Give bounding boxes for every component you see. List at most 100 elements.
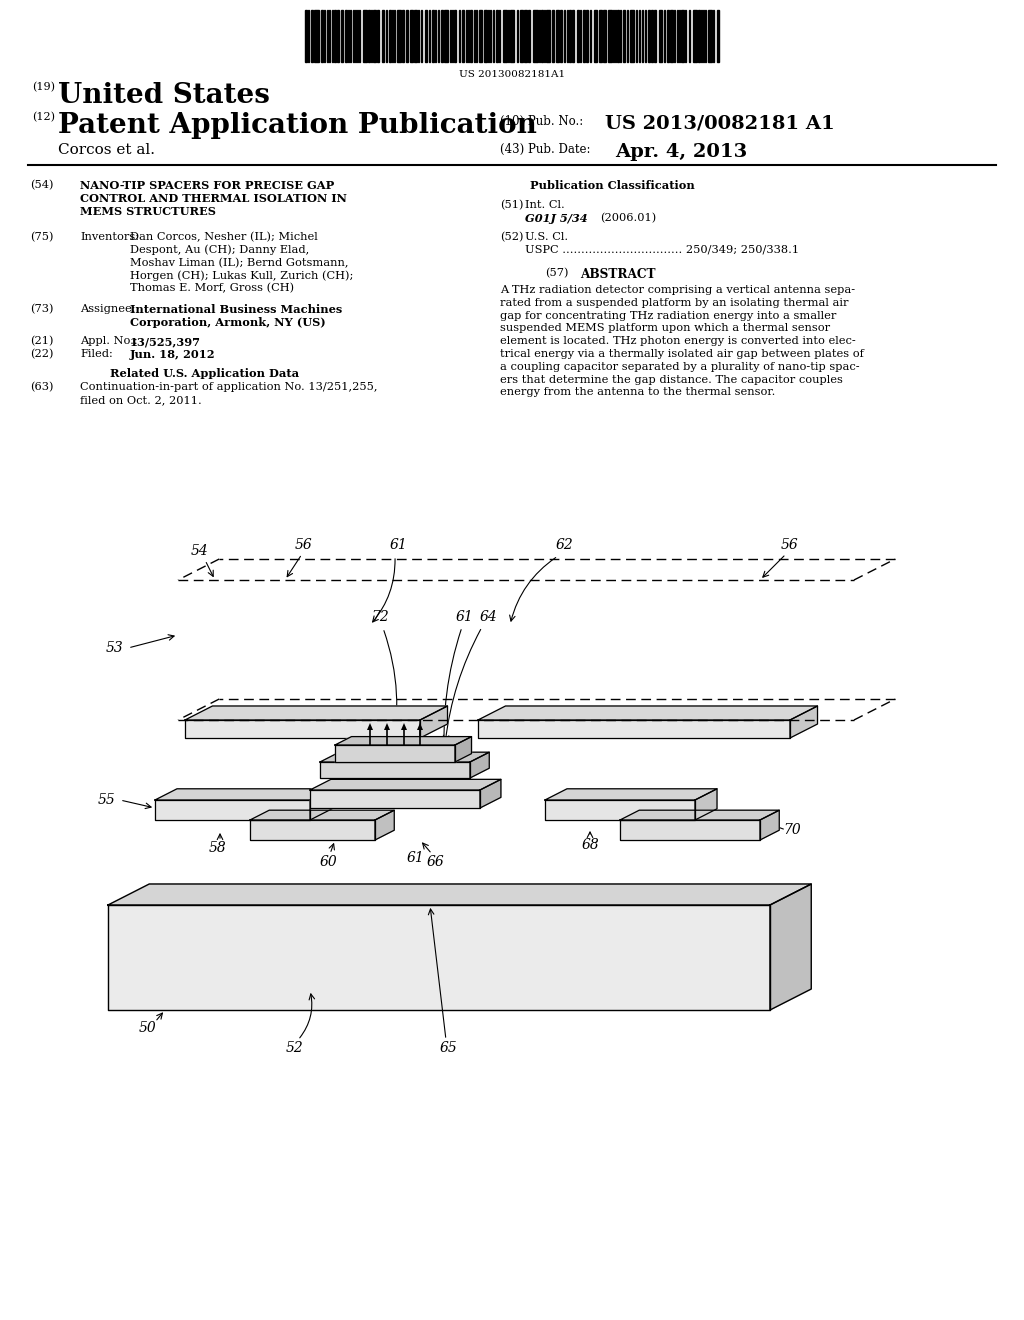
Polygon shape (185, 706, 447, 719)
Bar (630, 11, 634, 62)
Bar (594, 11, 597, 62)
Text: (2006.01): (2006.01) (600, 213, 656, 223)
Polygon shape (401, 723, 407, 730)
Text: 72: 72 (371, 610, 389, 624)
Text: Corporation, Armonk, NY (US): Corporation, Armonk, NY (US) (130, 317, 326, 327)
Bar (334, 11, 336, 62)
Bar (560, 11, 562, 62)
Polygon shape (455, 737, 471, 762)
Polygon shape (760, 810, 779, 840)
Text: rated from a suspended platform by an isolating thermal air: rated from a suspended platform by an is… (500, 298, 849, 308)
Text: 56: 56 (781, 539, 799, 552)
Bar (425, 11, 427, 62)
Text: 70: 70 (783, 822, 801, 837)
Polygon shape (185, 719, 420, 738)
Bar (717, 11, 719, 62)
Polygon shape (417, 723, 423, 730)
Bar (552, 11, 554, 62)
Bar (648, 11, 650, 62)
Polygon shape (790, 706, 817, 738)
Bar (368, 11, 370, 62)
Polygon shape (375, 810, 394, 840)
Text: ers that determine the gap distance. The capacitor couples: ers that determine the gap distance. The… (500, 375, 843, 384)
Bar (410, 11, 413, 62)
Polygon shape (335, 737, 471, 744)
Bar (470, 11, 472, 62)
Bar (681, 11, 684, 62)
Text: element is located. THz photon energy is converted into elec-: element is located. THz photon energy is… (500, 337, 856, 346)
Bar (484, 11, 487, 62)
Bar (337, 11, 339, 62)
Text: 62: 62 (555, 539, 572, 552)
Bar (577, 11, 579, 62)
Text: 61: 61 (407, 851, 424, 865)
Text: 64: 64 (479, 610, 497, 624)
Text: Corcos et al.: Corcos et al. (58, 143, 155, 157)
Bar (667, 11, 669, 62)
Text: ABSTRACT: ABSTRACT (580, 268, 655, 281)
Text: US 20130082181A1: US 20130082181A1 (460, 70, 565, 79)
Polygon shape (367, 723, 373, 730)
Text: Filed:: Filed: (80, 348, 113, 359)
Bar (444, 11, 449, 62)
Polygon shape (478, 706, 817, 719)
Text: energy from the antenna to the thermal sensor.: energy from the antenna to the thermal s… (500, 387, 775, 397)
Bar (599, 11, 602, 62)
Text: 55: 55 (98, 793, 116, 807)
Bar (389, 11, 391, 62)
Text: a coupling capacitor separated by a plurality of nano-tip spac-: a coupling capacitor separated by a plur… (500, 362, 859, 372)
Polygon shape (335, 744, 455, 762)
Polygon shape (770, 884, 811, 1010)
Text: 54: 54 (191, 544, 209, 558)
Text: (10) Pub. No.:: (10) Pub. No.: (500, 115, 584, 128)
Text: US 2013/0082181 A1: US 2013/0082181 A1 (605, 115, 835, 133)
Bar (608, 11, 612, 62)
Bar (345, 11, 347, 62)
Bar (546, 11, 550, 62)
Bar (520, 11, 523, 62)
Bar (572, 11, 574, 62)
Text: Continuation-in-part of application No. 13/251,255,: Continuation-in-part of application No. … (80, 381, 378, 392)
Text: Apr. 4, 2013: Apr. 4, 2013 (615, 143, 748, 161)
Text: Int. Cl.: Int. Cl. (525, 201, 565, 210)
Bar (708, 11, 712, 62)
Bar (406, 11, 408, 62)
Bar (670, 11, 673, 62)
Polygon shape (155, 800, 310, 820)
Polygon shape (620, 820, 760, 840)
Bar (305, 11, 307, 62)
Text: Jun. 18, 2012: Jun. 18, 2012 (130, 348, 216, 360)
Text: Despont, Au (CH); Danny Elad,: Despont, Au (CH); Danny Elad, (130, 244, 309, 255)
Text: Related U.S. Application Data: Related U.S. Application Data (110, 368, 299, 379)
Bar (510, 11, 514, 62)
Bar (341, 11, 343, 62)
Polygon shape (480, 779, 501, 808)
Bar (382, 11, 384, 62)
Text: (51): (51) (500, 201, 523, 210)
Text: (57): (57) (545, 268, 568, 279)
Polygon shape (620, 810, 779, 820)
Text: CONTROL AND THERMAL ISOLATION IN: CONTROL AND THERMAL ISOLATION IN (80, 193, 347, 203)
Text: MEMS STRUCTURES: MEMS STRUCTURES (80, 206, 216, 216)
Bar (503, 11, 507, 62)
Bar (377, 11, 379, 62)
Polygon shape (695, 789, 717, 820)
Text: 13/525,397: 13/525,397 (130, 337, 201, 347)
Bar (556, 11, 559, 62)
Polygon shape (310, 779, 501, 789)
Bar (528, 11, 530, 62)
Polygon shape (310, 789, 332, 820)
Text: (63): (63) (30, 381, 53, 392)
Text: Publication Classification: Publication Classification (530, 180, 694, 191)
Text: 65: 65 (439, 1041, 457, 1055)
Polygon shape (319, 752, 489, 762)
Text: 61: 61 (455, 610, 473, 624)
Text: (54): (54) (30, 180, 53, 190)
Text: 52: 52 (286, 1041, 304, 1055)
Text: International Business Machines: International Business Machines (130, 304, 342, 315)
Text: Appl. No.:: Appl. No.: (80, 337, 137, 346)
Text: Moshav Liman (IL); Bernd Gotsmann,: Moshav Liman (IL); Bernd Gotsmann, (130, 257, 348, 268)
Text: Patent Application Publication: Patent Application Publication (58, 112, 537, 139)
Polygon shape (545, 789, 717, 800)
Text: 61: 61 (389, 539, 407, 552)
